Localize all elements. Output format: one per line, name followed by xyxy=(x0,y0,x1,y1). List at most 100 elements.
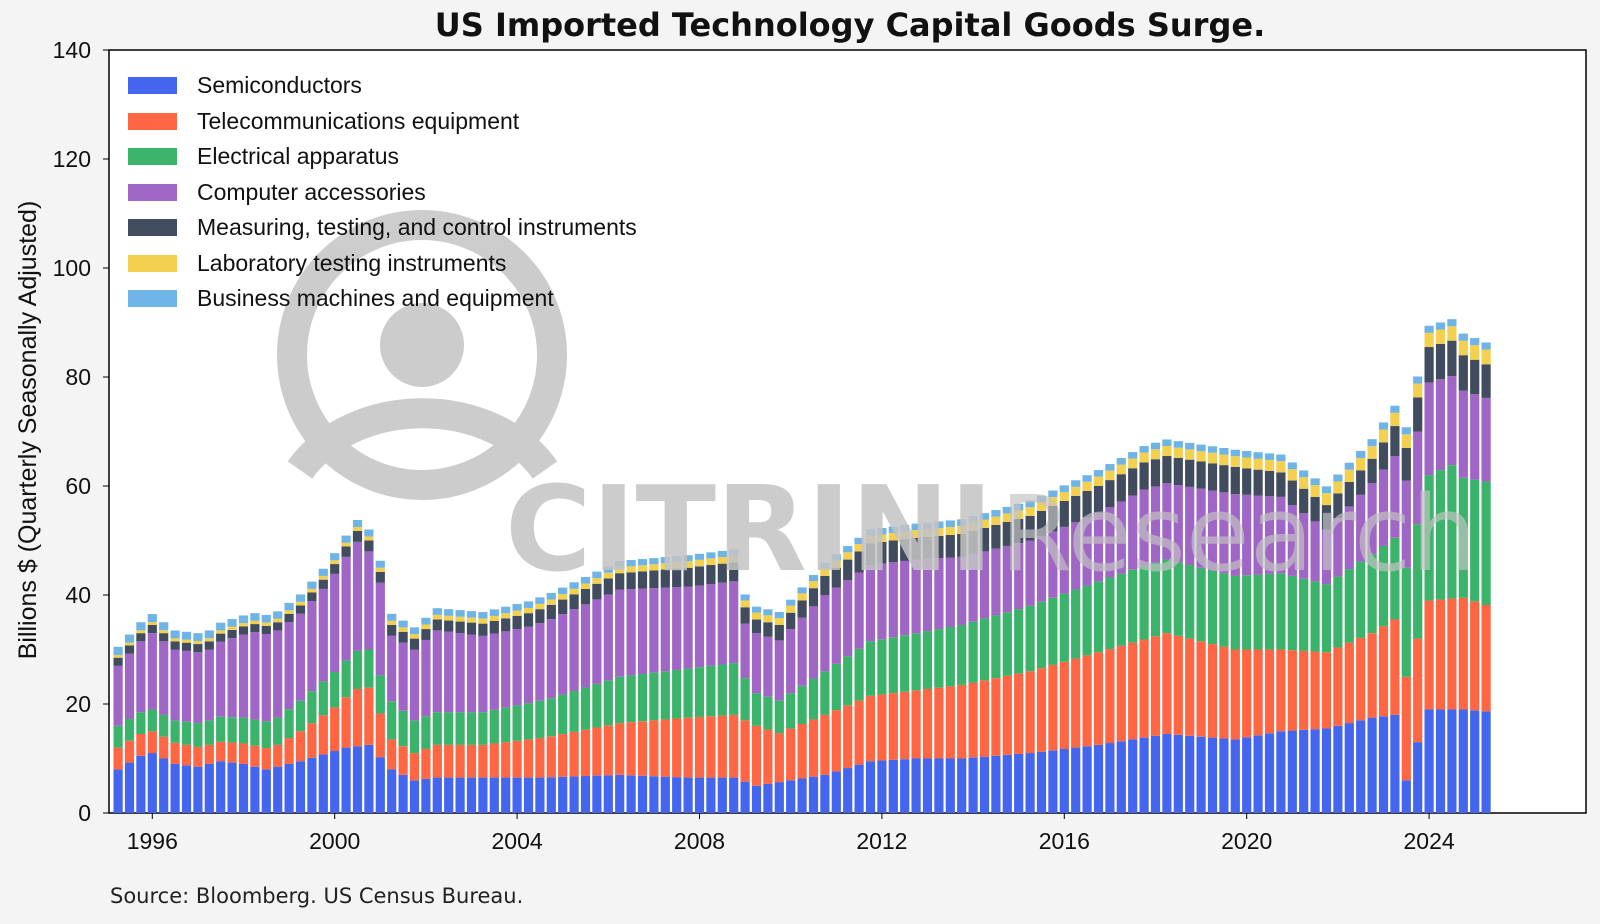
bar-segment xyxy=(455,633,465,713)
bar-segment xyxy=(1105,743,1115,813)
bar-segment xyxy=(854,572,864,649)
x-tick-label: 2020 xyxy=(1221,828,1272,854)
bar-segment xyxy=(1207,452,1218,464)
bar-segment xyxy=(478,618,488,624)
legend-item: Telecommunications equipment xyxy=(128,104,637,140)
bar-segment xyxy=(1002,545,1012,613)
bar-segment xyxy=(1435,709,1446,813)
bar-segment xyxy=(1150,636,1161,736)
bar-segment xyxy=(774,612,784,618)
bar-segment xyxy=(991,678,1001,756)
bar-segment xyxy=(307,592,317,602)
bar-segment xyxy=(170,720,180,743)
bar-segment xyxy=(181,650,192,722)
bar-segment xyxy=(1139,446,1149,453)
bar-segment xyxy=(489,709,499,744)
bar-segment xyxy=(786,605,796,613)
bar-segment xyxy=(1196,736,1206,813)
bar-segment xyxy=(238,623,249,627)
bar-segment xyxy=(615,676,625,724)
bar-segment xyxy=(170,638,180,642)
bar-segment xyxy=(1071,486,1081,496)
bar-segment xyxy=(592,599,602,684)
bar-segment xyxy=(968,757,978,813)
bar-segment xyxy=(717,582,727,665)
bar-segment xyxy=(740,607,750,624)
bar-segment xyxy=(512,604,522,611)
bar-segment xyxy=(945,534,955,558)
bar-segment xyxy=(820,671,830,715)
bar-segment xyxy=(546,698,556,737)
bar-segment xyxy=(1435,322,1446,330)
bar-segment xyxy=(432,614,442,620)
bar-segment xyxy=(729,555,739,563)
bar-segment xyxy=(1185,638,1195,736)
bar-segment xyxy=(204,763,214,813)
y-tick-label: 60 xyxy=(65,473,91,499)
bar-segment xyxy=(147,709,157,732)
bar-segment xyxy=(478,635,488,713)
bar-segment xyxy=(1242,457,1252,469)
bar-segment xyxy=(763,622,773,637)
bar-segment xyxy=(501,631,511,708)
bar-segment xyxy=(706,552,716,559)
bar-segment xyxy=(136,755,146,813)
bar-segment xyxy=(786,599,796,606)
bar-segment xyxy=(1264,496,1275,574)
bar-segment xyxy=(957,533,967,557)
bar-segment xyxy=(341,535,351,543)
bar-segment xyxy=(637,588,648,675)
bar-segment xyxy=(1025,500,1035,508)
bar-segment xyxy=(124,653,135,719)
bar-segment xyxy=(546,777,556,813)
bar-segment xyxy=(238,634,249,718)
bar-segment xyxy=(523,703,534,740)
bar-segment xyxy=(694,716,705,778)
bar-segment xyxy=(1435,379,1446,471)
bar-segment xyxy=(820,714,830,775)
bar-segment xyxy=(592,727,602,776)
bar-segment xyxy=(341,556,351,661)
bar-segment xyxy=(683,561,693,568)
bar-segment xyxy=(1447,340,1457,377)
bar-segment xyxy=(1082,585,1092,656)
bar-segment xyxy=(751,612,762,620)
bar-segment xyxy=(1230,649,1240,740)
bar-segment xyxy=(580,576,591,584)
bar-segment xyxy=(1242,450,1252,458)
bar-segment xyxy=(364,529,374,537)
x-tick-label: 1996 xyxy=(127,828,178,854)
bar-segment xyxy=(501,777,511,813)
bar-segment xyxy=(501,707,511,743)
bar-segment xyxy=(660,563,670,570)
bar-segment xyxy=(284,602,294,611)
bar-segment xyxy=(888,693,898,760)
bar-segment xyxy=(763,729,773,784)
bar-segment xyxy=(1242,737,1252,813)
bar-segment xyxy=(478,612,488,619)
bar-segment xyxy=(421,624,431,630)
bar-segment xyxy=(523,601,534,608)
bar-segment xyxy=(227,717,237,743)
bar-segment xyxy=(1014,753,1024,813)
bar-segment xyxy=(1036,751,1047,813)
bar-segment xyxy=(523,739,534,778)
bar-segment xyxy=(1299,650,1309,730)
bar-segment xyxy=(455,712,465,745)
bar-segment xyxy=(1150,486,1161,563)
bar-segment xyxy=(375,571,385,583)
bar-segment xyxy=(1390,456,1400,538)
bar-segment xyxy=(911,758,921,813)
legend-item: Laboratory testing instruments xyxy=(128,246,637,282)
bar-segment xyxy=(558,594,568,600)
bar-segment xyxy=(295,594,306,602)
bar-segment xyxy=(934,535,944,559)
bar-segment xyxy=(489,633,499,710)
bar-segment xyxy=(364,649,374,688)
bar-segment xyxy=(979,519,990,528)
bar-segment xyxy=(865,695,876,762)
bar-segment xyxy=(250,624,260,633)
bar-segment xyxy=(843,546,853,553)
bar-segment xyxy=(1356,720,1366,813)
bar-segment xyxy=(763,696,773,730)
